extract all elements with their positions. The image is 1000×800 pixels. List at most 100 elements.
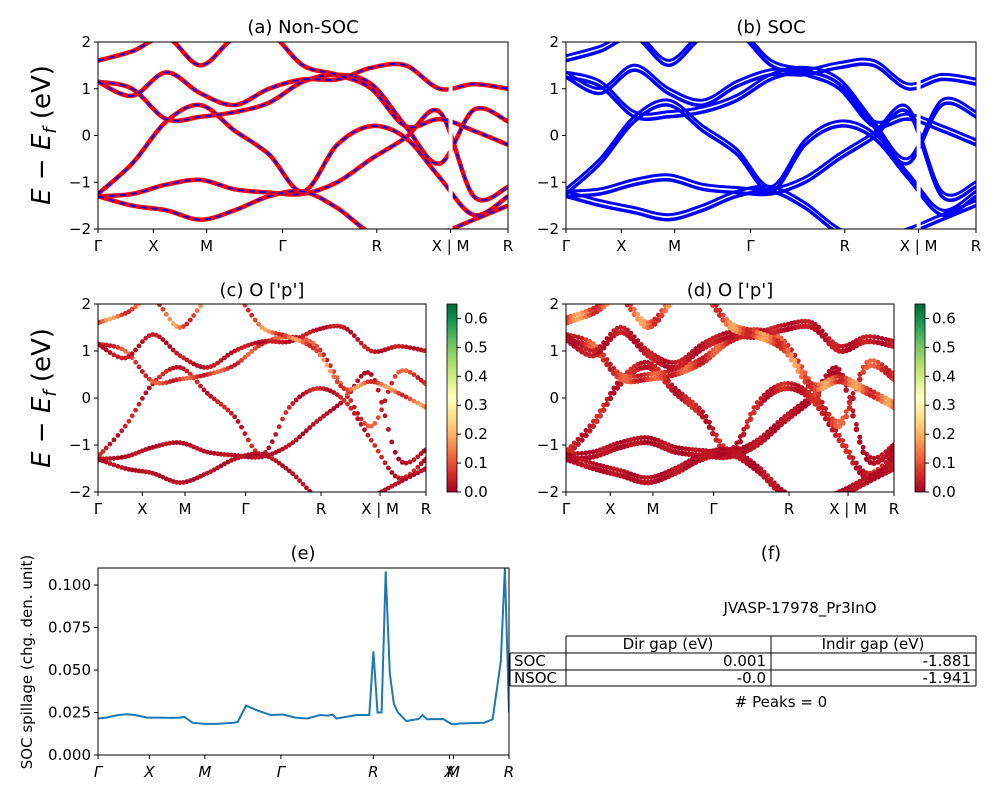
projection-point [665,304,672,309]
projection-point [879,456,885,463]
projection-point [327,408,333,414]
projection-point-split [587,348,593,353]
band-line-split-3 [566,57,976,102]
projection-point [407,459,413,465]
projection-point-split [857,434,863,440]
projection-point-split [587,450,593,455]
projection-point [133,347,139,353]
panel-d-yticks: −2 −1 0 1 2 [537,295,566,501]
projection-point [392,344,398,349]
projection-point [324,362,330,368]
projection-point [351,411,357,416]
projection-point [348,398,354,403]
x-tick-label: M [178,500,191,518]
projection-point [850,395,856,402]
projection-point-split [683,394,688,400]
projection-point-split [758,466,764,472]
x-tick-label: X [605,500,615,518]
projection-point [119,346,125,352]
projection-point [140,396,145,401]
projection-point [111,455,117,461]
projection-point-split [813,322,818,327]
projection-point [575,346,581,352]
projection-point-split [724,316,729,322]
projection-point [806,503,812,509]
x-tick-label: X [137,500,147,518]
projection-point-split [830,339,835,345]
projection-point [382,398,388,404]
projection-point [239,424,244,430]
projection-point [747,416,754,422]
y-tick-label: −2 [537,483,559,501]
projection-point [208,295,213,300]
projection-point [266,338,272,344]
projection-point-split [748,458,753,463]
projection-point [167,344,173,349]
projection-point-split [819,399,825,405]
colorbar-c [446,303,458,493]
colorbar-tick-label: 0.5 [932,338,956,356]
projection-point [614,296,620,302]
projection-point [218,358,224,363]
projection-point-split [686,396,692,402]
y-tick-label: −2 [69,483,91,501]
projection-point-split [652,363,658,369]
projection-point [399,392,405,398]
colorbar-tick-label: 0.3 [464,396,488,414]
projection-point-split [775,483,781,489]
projection-point [100,345,106,350]
projection-point [146,385,152,391]
projection-point [235,419,241,424]
x-tick-label: X [616,237,626,255]
projection-point [280,339,285,345]
projection-point [392,473,398,479]
projection-point [411,472,417,478]
projection-point [368,423,374,429]
spillage-line [98,568,509,726]
projection-point [103,445,109,451]
projection-point [107,316,113,322]
projection-point-split [793,495,798,500]
projection-point-split [579,310,585,316]
x-tick-label: R [316,500,326,518]
projection-point-split [575,451,581,456]
projection-point-split [608,361,613,367]
projection-point-split [875,469,881,475]
projection-point-split [638,316,644,321]
projection-point [276,460,282,466]
projection-point [140,339,145,345]
projection-point [375,387,381,393]
projection-point [107,350,113,355]
projection-point-split [799,497,804,502]
projection-point [103,317,109,323]
projection-point-split [635,311,641,317]
panel-c-yticks: −2 −1 0 1 2 [69,295,98,501]
projection-point-split [575,334,581,340]
projection-point [423,456,426,462]
x-tick-label: Γ [709,500,718,518]
projection-point [249,443,255,449]
panel-e-frame [97,567,510,756]
projection-point [245,352,251,357]
projection-point-split [717,438,723,444]
projection-point [174,350,180,356]
projection-point [382,460,388,466]
projection-point-split [631,374,637,379]
projection-point-split [891,371,894,377]
projection-point-split [642,345,647,351]
x-tick-label: Γ [746,237,755,255]
projection-point [611,297,617,303]
y-tick-label: 1 [549,80,559,98]
projection-point [345,327,350,332]
projection-point [338,400,343,406]
panel-c-xticks: Γ X M Γ R X | M R [94,492,431,518]
y-tick-label: 0.050 [48,661,91,679]
gap-table: Dir gap (eV) Indir gap (eV) SOC 0.001 -1… [509,635,977,687]
projection-point [249,312,255,318]
projection-point [843,413,849,420]
x-tick-label: Γ [94,500,103,518]
projection-point-split [816,324,822,330]
xm-gap [916,42,921,229]
x-tick-label: R [372,237,382,255]
projection-point-split [833,374,839,380]
